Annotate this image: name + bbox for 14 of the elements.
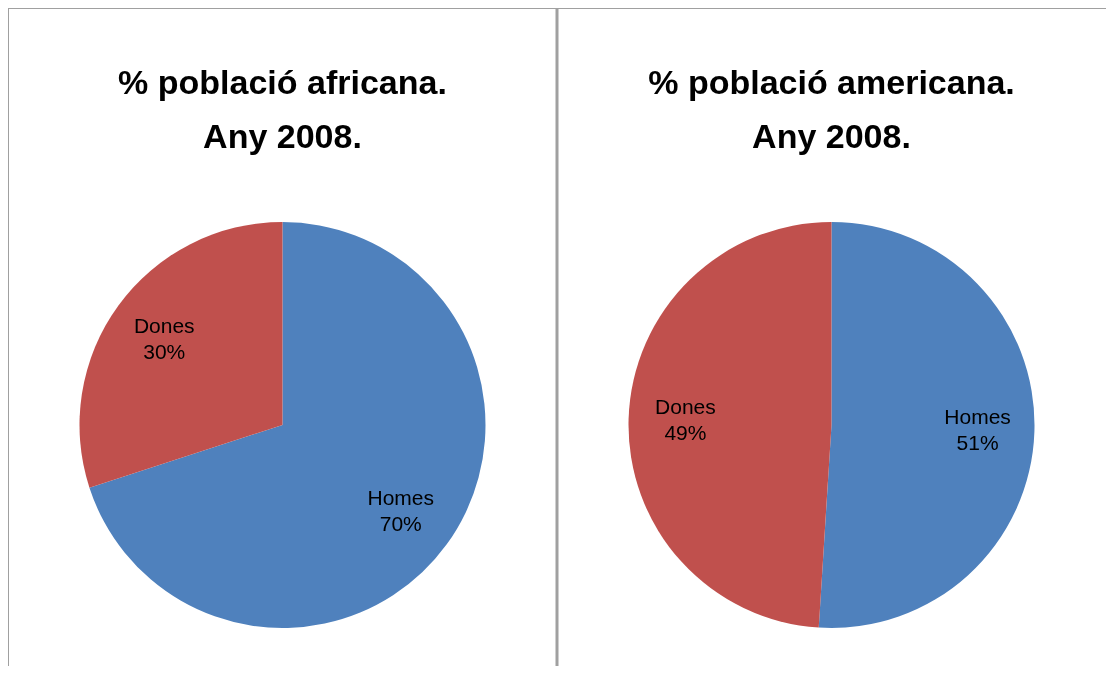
data-label: 49% [664, 421, 707, 445]
slice-label: Dones [655, 395, 716, 419]
pie-slice [818, 222, 1035, 628]
pie-slice [79, 222, 283, 488]
slice-label: Homes [944, 404, 1011, 428]
data-label: 70% [379, 511, 422, 535]
data-label: 30% [143, 340, 186, 364]
slice-label: Homes [367, 485, 435, 509]
pie-slice [89, 222, 486, 628]
data-label: 51% [956, 430, 999, 454]
slice-label: Dones [133, 314, 195, 338]
chart-title: % població africana. Any 2008. [118, 63, 447, 155]
pie-slice [628, 222, 832, 628]
chart-title: % població americana. Any 2008. [648, 63, 1015, 155]
